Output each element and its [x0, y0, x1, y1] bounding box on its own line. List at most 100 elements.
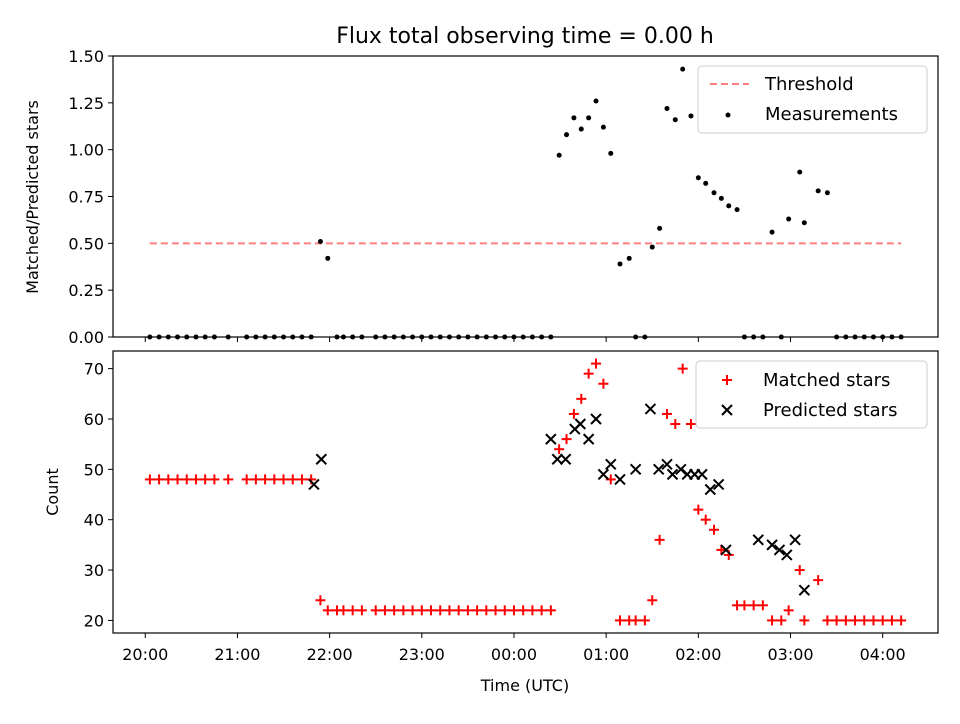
top-y-tick-label: 0.00: [68, 328, 104, 347]
measurement-point: [586, 115, 592, 121]
predicted-star-point: [551, 453, 564, 465]
measurement-point: [564, 132, 570, 138]
legend-threshold-label: Threshold: [764, 74, 854, 95]
top-y-tick-label: 1.50: [68, 47, 104, 66]
matched-star-point: [154, 474, 165, 485]
matched-star-point: [398, 605, 409, 616]
matched-star-point: [813, 575, 824, 586]
measurement-point: [556, 152, 562, 158]
predicted-star-point: [582, 433, 595, 445]
measurement-point: [688, 113, 694, 119]
measurement-point: [815, 188, 821, 194]
matched-star-point: [677, 363, 688, 374]
predicted-star-point: [661, 458, 673, 471]
matched-star-point: [144, 474, 155, 485]
matched-star-point: [389, 605, 400, 616]
predicted-star-point: [752, 534, 764, 546]
matched-star-point: [568, 408, 579, 419]
matched-star-point: [583, 368, 594, 379]
x-tick-label: 01:00: [583, 645, 629, 664]
predicted-star-point: [545, 433, 557, 445]
predicted-star-point: [666, 468, 679, 481]
matched-star-point: [831, 615, 842, 626]
matched-star-point: [322, 605, 333, 616]
measurement-point: [626, 255, 632, 261]
matched-star-point: [739, 600, 750, 611]
matched-star-point: [896, 615, 907, 626]
top-axes-frame: [112, 55, 939, 338]
matched-star-point: [554, 444, 565, 455]
matched-star-point: [416, 605, 427, 616]
measurement-point: [600, 124, 606, 130]
x-tick-label: 04:00: [860, 645, 906, 664]
predicted-star-point: [605, 458, 617, 471]
predicted-star-point: [696, 468, 708, 481]
measurement-point: [680, 66, 686, 72]
matched-star-point: [561, 434, 572, 445]
x-tick-label: 20:00: [122, 645, 168, 664]
matched-star-point: [296, 474, 307, 485]
matched-star-point: [172, 474, 183, 485]
matched-star-point: [840, 615, 851, 626]
matched-star-point: [685, 419, 696, 430]
measurement-point: [617, 261, 623, 267]
bottom-y-tick-label: 20: [84, 611, 104, 630]
matched-star-point: [278, 474, 289, 485]
legend-predicted-swatch: [721, 404, 733, 416]
matched-star-point: [822, 615, 833, 626]
bottom-x-ticks: 20:00 21:00 22:00 23:00 00:00 01:00 02:00 03:00…: [122, 633, 906, 664]
matched-star-point: [453, 605, 464, 616]
matched-star-point: [670, 419, 681, 430]
measurement-point: [711, 190, 717, 196]
predicted-star-point: [315, 453, 328, 465]
matched-star-point: [209, 474, 220, 485]
measurement-point: [695, 175, 701, 181]
matched-star-point: [356, 605, 367, 616]
matched-star-point: [859, 615, 870, 626]
predicted-star-point: [789, 534, 801, 546]
x-tick-label: 21:00: [214, 645, 260, 664]
matched-star-point: [481, 605, 492, 616]
measurement-point: [786, 216, 792, 222]
matched-star-point: [287, 474, 298, 485]
x-tick-label: 03:00: [767, 645, 813, 664]
matched-star-point: [426, 605, 437, 616]
matched-star-point: [654, 534, 665, 545]
measurement-point: [578, 126, 584, 132]
predicted-star-point: [704, 483, 717, 496]
measurement-point: [657, 225, 663, 231]
top-y-tick-label: 1.00: [68, 141, 104, 160]
matched-star-point: [508, 605, 519, 616]
predicted-star-point: [766, 539, 778, 551]
measurement-point: [718, 195, 724, 201]
matched-star-point: [576, 393, 587, 404]
matched-star-point: [693, 504, 704, 515]
legend-measurements-swatch: [725, 112, 731, 118]
predicted-star-point: [590, 413, 602, 425]
matched-star-point: [776, 615, 787, 626]
measurement-point: [571, 115, 577, 121]
matched-star-point: [614, 615, 625, 626]
matched-star-point: [315, 595, 326, 606]
predicted-star-point: [712, 478, 725, 491]
matched-star-point: [462, 605, 473, 616]
bottom-y-tick-label: 70: [84, 360, 104, 379]
matched-star-point: [163, 474, 174, 485]
predicted-star-point: [773, 544, 786, 556]
matched-star-point: [370, 605, 381, 616]
bottom-y-tick-label: 40: [84, 511, 104, 530]
matched-star-point: [794, 565, 805, 576]
predicted-star-point: [781, 549, 793, 561]
matched-star-point: [223, 474, 234, 485]
matched-star-point: [338, 605, 349, 616]
bottom-legend: Matched stars Predicted stars: [695, 360, 928, 429]
predicted-star-point: [574, 418, 587, 430]
matched-star-point: [499, 605, 510, 616]
legend-predicted-label: Predicted stars: [763, 400, 897, 421]
bottom-y-tick-label: 60: [84, 410, 104, 429]
legend-measurements-label: Measurements: [765, 104, 898, 125]
matched-star-point: [868, 615, 879, 626]
bottom-y-axis-label: Count: [43, 468, 62, 516]
matched-star-point: [783, 605, 794, 616]
bottom-y-tick-label: 50: [84, 460, 104, 479]
